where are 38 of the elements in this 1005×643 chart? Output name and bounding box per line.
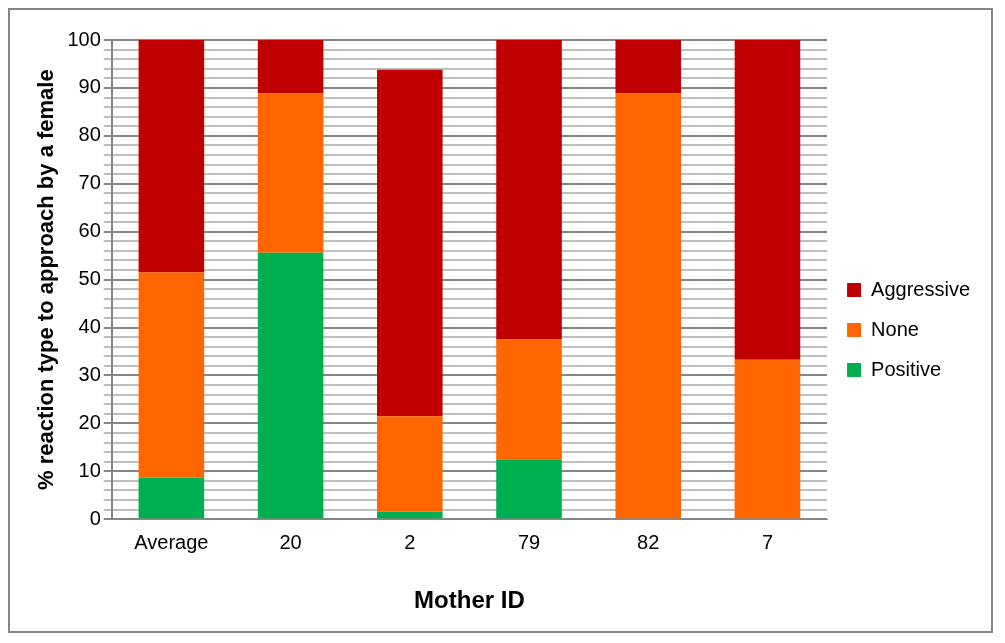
x-tick-label: 7 <box>761 530 774 553</box>
y-tick-label: 80 <box>78 123 101 146</box>
x-tick-label: 2 <box>404 530 416 553</box>
bar <box>377 69 443 417</box>
legend-label: Positive <box>871 357 942 380</box>
y-tick-label: 50 <box>78 267 101 290</box>
bar <box>138 477 205 519</box>
y-tick-label: 70 <box>78 171 101 194</box>
x-axis-title: Mother ID <box>414 586 525 614</box>
bar <box>496 459 562 519</box>
bar <box>615 93 682 519</box>
x-tick-label: Average <box>134 530 209 553</box>
bar <box>257 252 324 519</box>
y-tick-label: 10 <box>78 458 101 481</box>
y-tick-label: 60 <box>78 219 101 242</box>
y-tick-label: 100 <box>67 27 101 50</box>
bar <box>615 40 682 94</box>
y-axis-title: % reaction type to approach by a female <box>33 69 59 490</box>
x-tick-label: 20 <box>279 530 302 553</box>
y-tick-label: 0 <box>89 506 101 529</box>
y-tick-label: 90 <box>78 75 101 98</box>
bar <box>257 40 324 94</box>
bar <box>377 416 443 512</box>
y-tick-label: 20 <box>78 410 101 433</box>
bar <box>496 40 562 340</box>
y-tick-label: 40 <box>78 315 101 338</box>
legend-label: Aggressive <box>871 277 970 300</box>
bar <box>377 511 443 519</box>
x-tick-label: 82 <box>637 530 660 553</box>
y-tick-label: 30 <box>78 362 101 385</box>
bar <box>138 272 205 478</box>
bar <box>138 40 205 273</box>
bar <box>496 339 562 460</box>
bar <box>257 93 324 253</box>
legend-label: None <box>871 317 919 340</box>
bar <box>734 40 801 360</box>
x-tick-label: 79 <box>517 530 541 553</box>
bar <box>734 359 801 519</box>
